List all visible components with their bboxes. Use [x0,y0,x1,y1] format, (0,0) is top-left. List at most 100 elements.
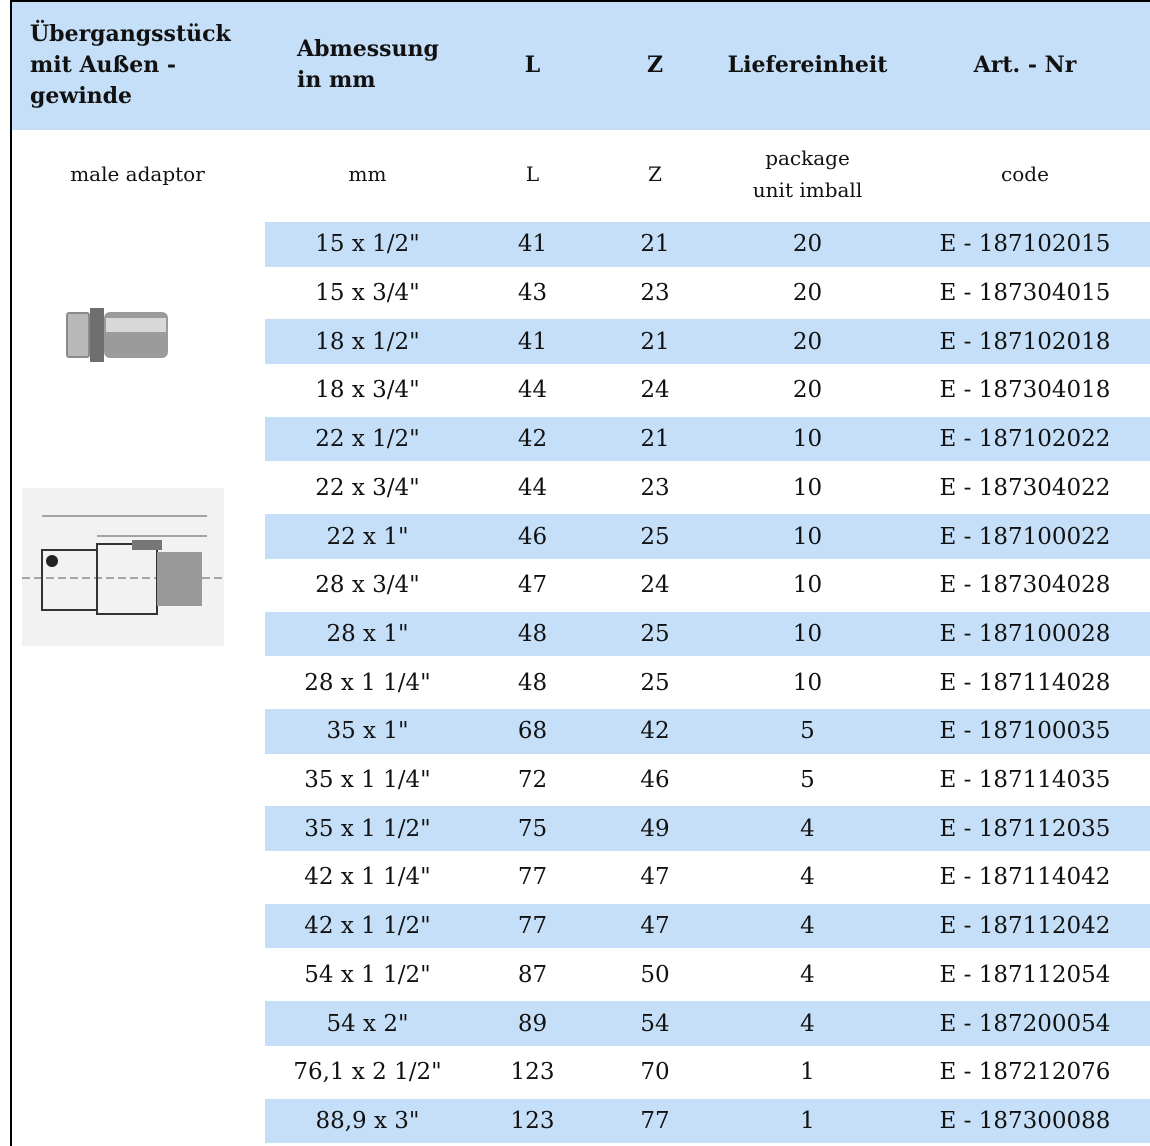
data-cell: E - 187304028 [939,572,1111,599]
data-cell: 28 x 1 1/4" [304,669,431,696]
data-cell: 10 [792,620,823,647]
subheader-cell: Z [595,130,715,218]
data-cell: E - 187212076 [939,1059,1111,1086]
data-cell: 4 [800,1010,815,1037]
data-cell: 24 [640,377,670,404]
data-cell: 41 [517,328,548,355]
data-cell: 28 x 1" [326,620,409,647]
data-cell: 4 [800,815,815,842]
data-cell: 4 [800,961,815,988]
data-cell: E - 187100022 [939,523,1111,550]
data-cell: 35 x 1 1/4" [304,767,431,794]
subheader-cell: mm [265,130,470,218]
data-cell: 15 x 1/2" [315,231,420,258]
data-cell: 22 x 3/4" [315,474,420,501]
data-cell: 25 [640,620,670,647]
subheader-cell: L [470,130,595,218]
cell-text: in mm [297,67,376,93]
data-cell: 42 x 1 1/4" [304,864,431,891]
data-cell: E - 187100035 [939,718,1111,745]
cell-text: mit Außen - [30,51,177,78]
cell-text: Liefereinheit [727,51,888,78]
data-cell: 20 [792,377,823,404]
data-cell: 10 [792,474,823,501]
row-bg [265,611,1150,657]
product-photo [66,308,168,362]
data-cell: 48 [517,669,548,696]
data-cell: E - 187114028 [939,669,1111,696]
data-cell: 35 x 1 1/2" [304,815,431,842]
data-cell: 46 [640,767,670,794]
row-bg [265,319,1150,365]
data-cell: 10 [792,669,823,696]
data-cell: 21 [640,328,670,355]
data-cell: 4 [800,864,815,891]
row-bg [265,806,1150,852]
data-cell: 20 [792,231,823,258]
cell-text: code [1001,162,1049,186]
data-cell: 5 [800,718,815,745]
data-cell: 24 [640,572,670,599]
data-cell: 28 x 3/4" [315,572,420,599]
subheader-cell: code [900,130,1150,218]
left-border [10,0,12,1146]
data-cell: 88,9 x 3" [315,1107,420,1134]
row-bg [265,222,1150,267]
data-cell: 47 [517,572,548,599]
data-cell: 76,1 x 2 1/2" [293,1059,442,1086]
cell-text: Abmessung [297,36,439,62]
cell-text: gewinde [30,82,133,109]
cell-text: L [525,162,540,186]
header-cell: Z [595,0,715,130]
header-bg [10,0,1150,130]
data-cell: E - 187102022 [939,426,1111,453]
header-cell: Übergangsstück mit Außen - gewinde [30,0,265,130]
data-cell: 21 [640,426,670,453]
data-cell: 50 [640,961,670,988]
data-cell: E - 187304022 [939,474,1111,501]
data-cell: 123 [510,1059,555,1086]
data-cell: E - 187114042 [939,864,1111,891]
data-cell: 20 [792,328,823,355]
data-cell: E - 187112042 [939,913,1111,940]
cell-text: male adaptor [70,162,205,186]
data-cell: E - 187114035 [939,767,1111,794]
data-cell: 89 [517,1010,548,1037]
data-cell: 1 [800,1107,815,1134]
data-cell: 10 [792,523,823,550]
top-border [10,0,1150,2]
data-cell: 22 x 1" [326,523,409,550]
cell-text: Übergangsstück [30,20,231,47]
data-cell: 54 x 2" [326,1010,409,1037]
data-cell: 20 [792,280,823,307]
data-cell: 41 [517,231,548,258]
data-cell: E - 187102018 [939,328,1111,355]
data-cell: 10 [792,572,823,599]
data-cell: 10 [792,426,823,453]
data-cell: 47 [640,864,670,891]
header-cell: Art. - Nr [900,0,1150,130]
data-cell: 18 x 1/2" [315,328,420,355]
data-cell: 42 [517,426,548,453]
data-cell: 70 [640,1059,670,1086]
data-cell: 25 [640,669,670,696]
data-cell: 42 [640,718,670,745]
data-cell: E - 187112054 [939,961,1111,988]
cell-text: Art. - Nr [973,51,1077,78]
data-cell: 4 [800,913,815,940]
header-cell: Liefereinheit [715,0,900,130]
subheader-cell: package unit imball [715,130,900,218]
data-cell: 75 [517,815,548,842]
data-cell: 46 [517,523,548,550]
data-cell: 5 [800,767,815,794]
data-cell: E - 187112035 [939,815,1111,842]
data-cell: 54 [640,1010,670,1037]
data-cell: 35 x 1" [326,718,409,745]
row-bg [265,903,1150,949]
data-cell: 25 [640,523,670,550]
data-cell: 47 [640,913,670,940]
data-cell: 23 [640,474,670,501]
row-bg [265,1001,1150,1046]
cell-text: Z [646,51,664,78]
data-cell: 43 [517,280,548,307]
